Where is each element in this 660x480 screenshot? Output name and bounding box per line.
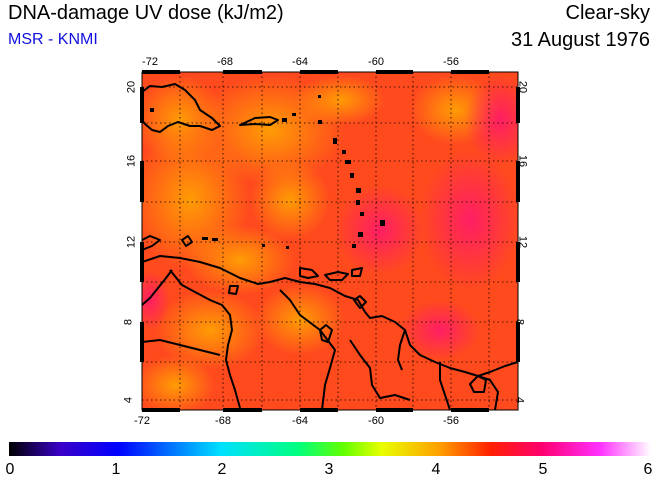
colorbar-label: 4: [431, 461, 441, 478]
colorbar-label: 5: [538, 461, 548, 478]
lon-tick-top: -64: [292, 56, 308, 68]
lat-tick-right: 16: [516, 154, 529, 168]
map-title: DNA-damage UV dose (kJ/m2): [8, 2, 284, 24]
lon-tick-top: -72: [142, 56, 158, 68]
lon-tick-top: -60: [368, 56, 384, 68]
colorbar-label: 1: [111, 461, 121, 478]
colorbar-label: 2: [217, 461, 227, 478]
source-label: MSR - KNMI: [8, 31, 98, 48]
uv-dose-field: [142, 72, 518, 410]
sky-condition-label: Clear-sky: [565, 2, 650, 24]
lon-tick-bottom: -68: [215, 415, 231, 427]
colorbar-label: 3: [324, 461, 334, 478]
lon-tick-bottom: -56: [443, 415, 459, 427]
lat-tick-left: 20: [125, 80, 138, 94]
lat-tick-left: 12: [125, 235, 138, 249]
small-islands: [150, 95, 385, 249]
lat-tick-right: 8: [513, 318, 526, 326]
lon-tick-bottom: -60: [368, 415, 384, 427]
lon-tick-top: -56: [443, 56, 459, 68]
lat-tick-left: 4: [122, 396, 135, 404]
lon-tick-top: -68: [217, 56, 233, 68]
coastlines: [142, 83, 518, 410]
lon-tick-bottom: -64: [292, 415, 308, 427]
lon-tick-bottom: -72: [134, 415, 150, 427]
colorbar-label: 6: [643, 461, 653, 478]
lat-tick-right: 20: [516, 80, 529, 94]
lat-tick-right: 4: [513, 396, 526, 404]
lat-tick-right: 12: [516, 235, 529, 249]
lat-tick-left: 16: [125, 154, 138, 168]
map-frame: [140, 70, 520, 412]
colorbar: [9, 442, 651, 456]
date-label: 31 August 1976: [510, 29, 650, 51]
lat-tick-left: 8: [122, 318, 135, 326]
colorbar-label: 0: [5, 461, 15, 478]
